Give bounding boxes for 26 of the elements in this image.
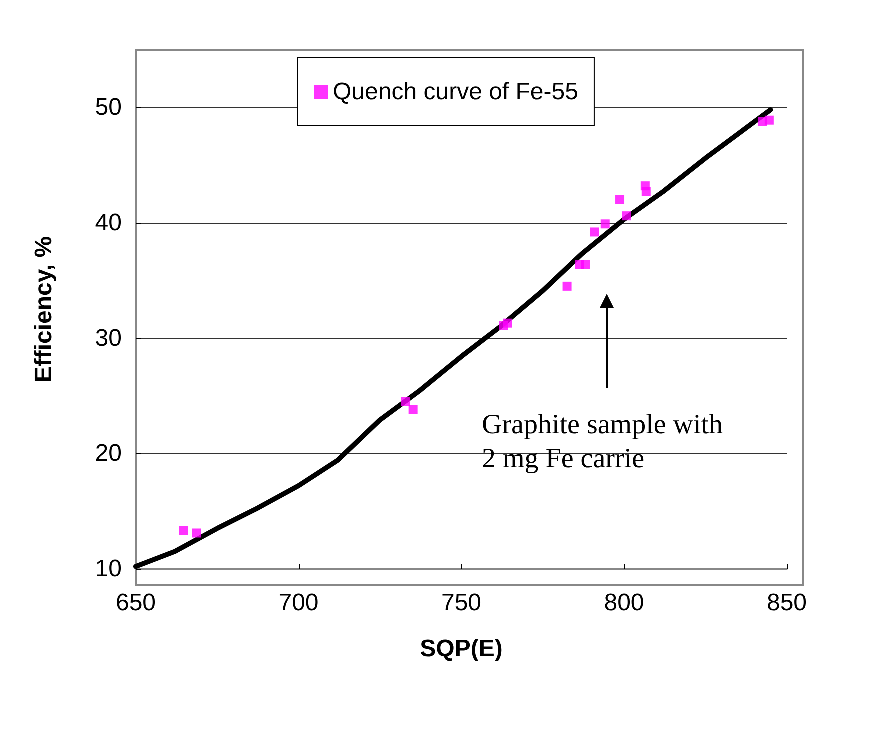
y-tick-label: 20 — [95, 440, 122, 468]
point — [408, 405, 418, 414]
point — [562, 282, 572, 291]
y-tick-label: 40 — [95, 210, 122, 236]
y-tick-label: 30 — [95, 324, 122, 352]
y-tick-label: 10 — [95, 556, 122, 582]
legend-label: Quench curve of Fe-55 — [333, 78, 578, 106]
x-tick-label: 700 — [278, 590, 319, 616]
x-axis-title: SQP(E) — [420, 636, 503, 662]
x-tick-label: 750 — [441, 590, 482, 616]
y-tick-label: 50 — [95, 94, 122, 122]
point — [600, 220, 610, 229]
point — [590, 228, 600, 237]
x-tick-label: 850 — [766, 590, 808, 616]
point — [622, 212, 632, 221]
point — [616, 195, 625, 204]
x-tick-label: 650 — [116, 590, 156, 616]
point — [642, 187, 651, 196]
point — [503, 318, 512, 328]
point — [581, 260, 590, 270]
x-tick-label: 800 — [604, 590, 644, 616]
point — [179, 526, 188, 536]
y-axis-title: Efficiency, % — [30, 236, 58, 383]
point — [764, 116, 774, 125]
point — [192, 528, 202, 538]
point — [401, 397, 410, 406]
